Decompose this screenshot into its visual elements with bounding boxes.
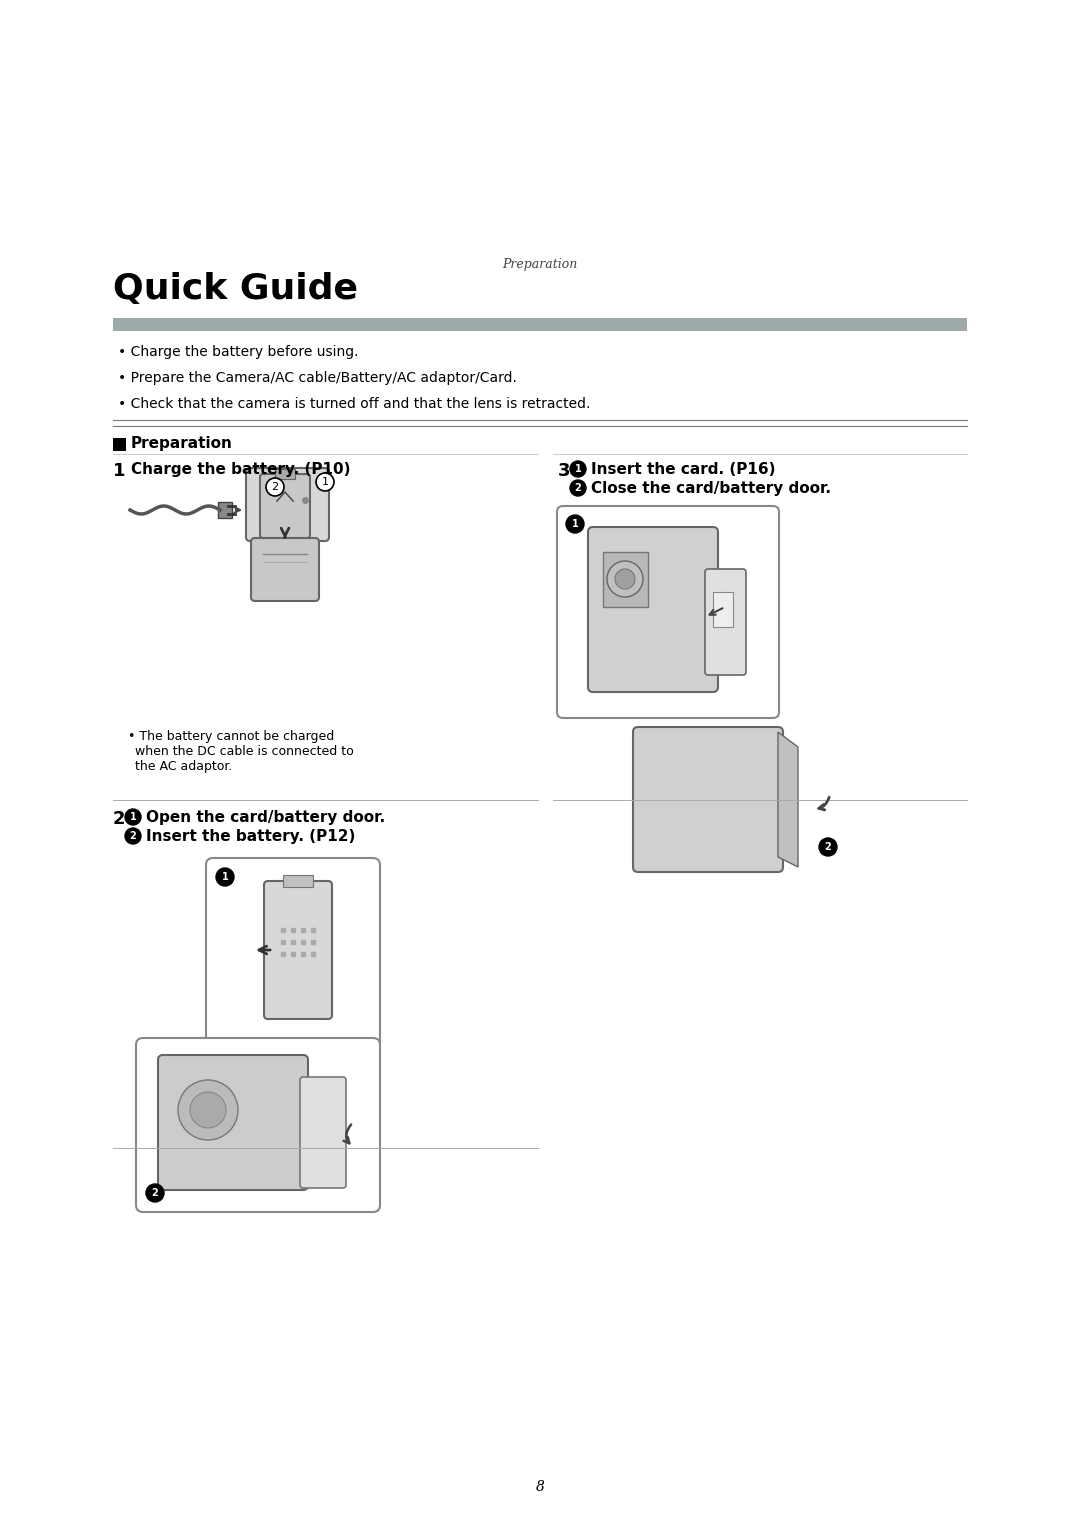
Circle shape bbox=[316, 473, 334, 491]
Text: 1: 1 bbox=[322, 478, 328, 487]
Circle shape bbox=[190, 1093, 226, 1128]
Circle shape bbox=[570, 481, 586, 496]
Bar bbox=[218, 502, 232, 517]
Text: • The battery cannot be charged: • The battery cannot be charged bbox=[129, 729, 334, 743]
Text: 1: 1 bbox=[575, 464, 581, 475]
Text: 2: 2 bbox=[151, 1189, 159, 1198]
Bar bbox=[603, 552, 648, 607]
Circle shape bbox=[615, 569, 635, 589]
Circle shape bbox=[607, 562, 643, 597]
FancyBboxPatch shape bbox=[557, 507, 779, 719]
Text: Preparation: Preparation bbox=[502, 258, 578, 272]
Text: 1: 1 bbox=[571, 519, 579, 530]
Text: 8: 8 bbox=[536, 1480, 544, 1494]
Text: 2: 2 bbox=[271, 482, 279, 491]
FancyBboxPatch shape bbox=[246, 468, 329, 542]
Text: Open the card/battery door.: Open the card/battery door. bbox=[146, 810, 386, 826]
Bar bbox=[275, 468, 295, 479]
FancyBboxPatch shape bbox=[206, 858, 380, 1047]
Text: Insert the battery. (P12): Insert the battery. (P12) bbox=[146, 829, 355, 844]
FancyBboxPatch shape bbox=[251, 539, 319, 601]
FancyBboxPatch shape bbox=[264, 881, 332, 1019]
Text: 2: 2 bbox=[113, 810, 125, 829]
Text: Quick Guide: Quick Guide bbox=[113, 272, 357, 307]
Polygon shape bbox=[778, 732, 798, 867]
Text: Insert the card. (P16): Insert the card. (P16) bbox=[591, 462, 775, 478]
Text: 2: 2 bbox=[575, 484, 581, 493]
Text: 3: 3 bbox=[558, 462, 570, 481]
FancyBboxPatch shape bbox=[588, 526, 718, 691]
Text: 2: 2 bbox=[130, 832, 136, 841]
Text: 2: 2 bbox=[825, 842, 832, 852]
Text: Preparation: Preparation bbox=[131, 436, 233, 452]
Circle shape bbox=[266, 478, 284, 496]
Circle shape bbox=[125, 809, 141, 826]
Bar bbox=[283, 874, 313, 887]
Text: • Prepare the Camera/AC cable/Battery/AC adaptor/Card.: • Prepare the Camera/AC cable/Battery/AC… bbox=[118, 371, 517, 385]
Text: 1: 1 bbox=[221, 871, 228, 882]
Circle shape bbox=[570, 461, 586, 478]
FancyBboxPatch shape bbox=[705, 569, 746, 674]
FancyBboxPatch shape bbox=[633, 726, 783, 871]
FancyBboxPatch shape bbox=[300, 1077, 346, 1189]
FancyBboxPatch shape bbox=[269, 491, 291, 507]
FancyBboxPatch shape bbox=[136, 1038, 380, 1212]
Circle shape bbox=[216, 868, 234, 887]
Bar bbox=[113, 317, 967, 331]
FancyBboxPatch shape bbox=[158, 1054, 308, 1190]
Circle shape bbox=[146, 1184, 164, 1202]
Bar bbox=[113, 438, 126, 452]
Text: Close the card/battery door.: Close the card/battery door. bbox=[591, 481, 831, 496]
FancyBboxPatch shape bbox=[260, 475, 310, 539]
Text: 1: 1 bbox=[113, 462, 125, 481]
Circle shape bbox=[566, 514, 584, 533]
Text: Charge the battery. (P10): Charge the battery. (P10) bbox=[131, 462, 351, 478]
Circle shape bbox=[178, 1080, 238, 1140]
Circle shape bbox=[125, 829, 141, 844]
Text: when the DC cable is connected to: when the DC cable is connected to bbox=[135, 745, 354, 758]
Circle shape bbox=[819, 838, 837, 856]
Text: 1: 1 bbox=[130, 812, 136, 823]
Text: • Charge the battery before using.: • Charge the battery before using. bbox=[118, 345, 359, 359]
Text: the AC adaptor.: the AC adaptor. bbox=[135, 760, 232, 774]
Bar bbox=[713, 592, 733, 627]
Text: • Check that the camera is turned off and that the lens is retracted.: • Check that the camera is turned off an… bbox=[118, 397, 591, 410]
